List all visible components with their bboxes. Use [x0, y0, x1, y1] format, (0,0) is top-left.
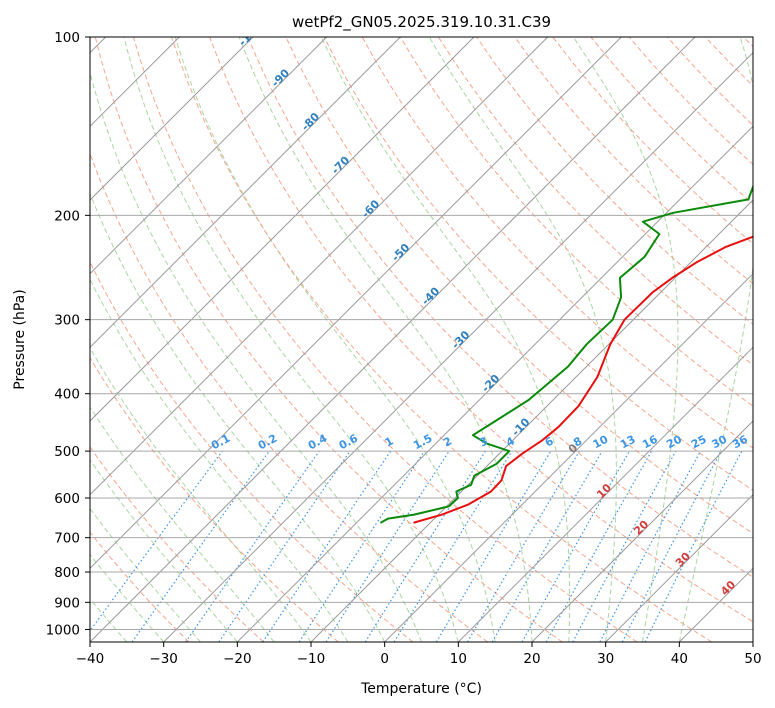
mixing-ratio-label: 13: [618, 433, 638, 452]
dry-adiabat-line: [90, 531, 190, 642]
plot-area: 0.10.20.40.611.52346810131620253036-100-…: [90, 20, 753, 642]
x-tick-label: −30: [149, 651, 178, 667]
moist-adiabat-line: [678, 37, 753, 642]
mixing-ratio-line: [218, 450, 351, 642]
isotherm-line: [531, 420, 753, 642]
dry-adiabat-line: [361, 37, 753, 449]
moist-adiabat-line: [90, 278, 349, 642]
y-tick-label: 700: [54, 531, 80, 547]
dry-adiabat-line: [323, 37, 753, 491]
dry-adiabat-line: [90, 356, 339, 642]
isotherm-line: [90, 37, 696, 642]
chart-title: wetPf2_GN05.2025.319.10.31.C39: [292, 13, 551, 32]
x-tick-label: 10: [450, 651, 467, 667]
mixing-ratio-label: 16: [640, 433, 660, 452]
temperature-line: [413, 235, 753, 524]
dry-adiabat-line: [90, 446, 264, 642]
isotherm-line: [605, 493, 753, 642]
mixing-ratio-label: 20: [664, 432, 684, 451]
isotherm-line: [457, 346, 753, 642]
isotherm-line: [90, 37, 401, 349]
moist-adiabat-line: [90, 459, 238, 642]
dry-adiabat-line: [94, 37, 563, 642]
x-tick-label: 30: [597, 651, 614, 667]
mixing-ratio-line: [521, 450, 631, 642]
mixing-ratio-label: 10: [591, 432, 611, 451]
dry-adiabat-line: [90, 152, 488, 642]
dry-adiabat-line: [437, 37, 753, 366]
mixing-ratio-line: [90, 450, 223, 632]
mixing-ratio-line: [298, 450, 425, 642]
plot-frame: [89, 36, 754, 643]
x-tick-label: 50: [744, 651, 761, 667]
mixing-ratio-label: 36: [730, 433, 750, 452]
x-tick-label: 40: [671, 651, 688, 667]
moist-adiabat-line: [174, 37, 496, 642]
dry-adiabat-line: [132, 37, 638, 642]
y-tick-label: 300: [54, 313, 80, 329]
isotherm-line: [90, 37, 475, 422]
x-axis-label: Temperature (°C): [360, 681, 482, 697]
dewpoint-line: [380, 183, 753, 524]
dry-adiabat-line: [514, 37, 753, 285]
isotherm-line: [90, 37, 328, 275]
mixing-ratio-label: 30: [710, 433, 730, 452]
mixing-ratio-line: [131, 450, 270, 642]
y-tick-label: 200: [54, 208, 80, 224]
x-tick-label: 20: [523, 651, 540, 667]
y-tick-label: 1000: [46, 622, 80, 638]
x-tick-label: 0: [380, 651, 389, 667]
moist-adiabat-line: [238, 37, 533, 642]
moist-adiabat-line: [123, 37, 459, 642]
mixing-ratio-line: [572, 450, 677, 642]
y-tick-label: 500: [54, 444, 80, 460]
y-axis: 100 200 300 400 500 600 700 800 900 1000: [46, 30, 90, 638]
isotherm-line: [163, 51, 753, 642]
profiles: [380, 183, 753, 524]
x-axis: −40 −30 −20 −10 0 10 20 30 40 50: [76, 642, 762, 667]
dry-adiabat-line: [247, 37, 753, 578]
y-tick-label: 100: [54, 30, 80, 46]
y-tick-label: 600: [54, 491, 80, 507]
dry-adiabat-line: [209, 37, 753, 623]
dry-adiabat-line: [171, 37, 712, 642]
mixing-ratio-line: [545, 450, 653, 642]
y-tick-label: 900: [54, 595, 80, 611]
mixing-ratio-line: [262, 450, 392, 642]
isotherm-line: [384, 272, 753, 642]
moist-adiabat-line: [428, 37, 617, 642]
mixing-ratio-label: 25: [689, 433, 709, 452]
moist-adiabat-line: [320, 37, 571, 642]
mixing-ratio-line: [325, 450, 450, 642]
x-tick-label: −40: [76, 651, 105, 667]
dry-adiabat-line: [399, 37, 753, 407]
y-axis-label: Pressure (hPa): [12, 289, 28, 389]
mixing-ratio-line: [185, 450, 320, 642]
isotherm-line: [90, 37, 549, 496]
isobars: [90, 37, 753, 630]
y-tick-label: 800: [54, 565, 80, 581]
y-tick-label: 400: [54, 387, 80, 403]
isotherm-line: [90, 37, 622, 570]
dry-adiabat-line: [285, 37, 753, 535]
moist-adiabat-line: [572, 37, 679, 642]
x-tick-label: −10: [297, 651, 326, 667]
dry-adiabat-label: -100: [236, 20, 265, 49]
dry-adiabats: [90, 37, 753, 642]
isotherm-line: [236, 125, 753, 642]
x-tick-label: −20: [223, 651, 252, 667]
moist-adiabat-line: [90, 406, 275, 642]
mixing-ratio-line: [644, 450, 743, 642]
isotherm-line: [90, 37, 254, 201]
